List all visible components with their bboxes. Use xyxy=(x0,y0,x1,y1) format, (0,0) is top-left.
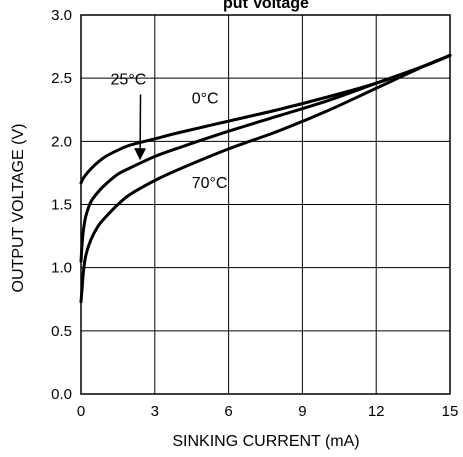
series-lines xyxy=(79,53,452,304)
y-tick-label: 3.0 xyxy=(51,7,72,24)
y-axis-title: OUTPUT VOLTAGE (V) xyxy=(10,124,27,293)
x-tick-label: 9 xyxy=(298,403,306,420)
y-tick-label: 0.0 xyxy=(51,386,72,403)
plot-frame xyxy=(80,14,451,395)
x-tick-label: 15 xyxy=(442,403,459,420)
annotation-label: 70°C xyxy=(192,175,228,192)
annotation-label: 0°C xyxy=(192,90,219,107)
y-tick-label: 0.5 xyxy=(51,323,72,340)
x-axis-title: SINKING CURRENT (mA) xyxy=(172,433,359,450)
annotations: 25°C 0°C 70°C xyxy=(111,71,228,192)
series-line-2 xyxy=(79,53,452,304)
chart-title-fragment: put Voltage xyxy=(223,0,309,12)
x-tick-label: 3 xyxy=(151,403,159,420)
x-tick-labels: 0 3 6 9 12 15 xyxy=(77,403,459,420)
y-tick-label: 2.5 xyxy=(51,70,72,87)
y-tick-label: 2.0 xyxy=(51,133,72,150)
x-tick-label: 0 xyxy=(77,403,85,420)
series-line-1 xyxy=(79,53,452,263)
y-tick-label: 1.5 xyxy=(51,197,72,214)
x-tick-label: 12 xyxy=(368,403,385,420)
y-tick-label: 1.0 xyxy=(51,260,72,277)
annotation-label: 25°C xyxy=(111,71,147,88)
y-tick-labels: 0.0 0.5 1.0 1.5 2.0 2.5 3.0 xyxy=(51,7,72,403)
x-tick-label: 6 xyxy=(224,403,232,420)
